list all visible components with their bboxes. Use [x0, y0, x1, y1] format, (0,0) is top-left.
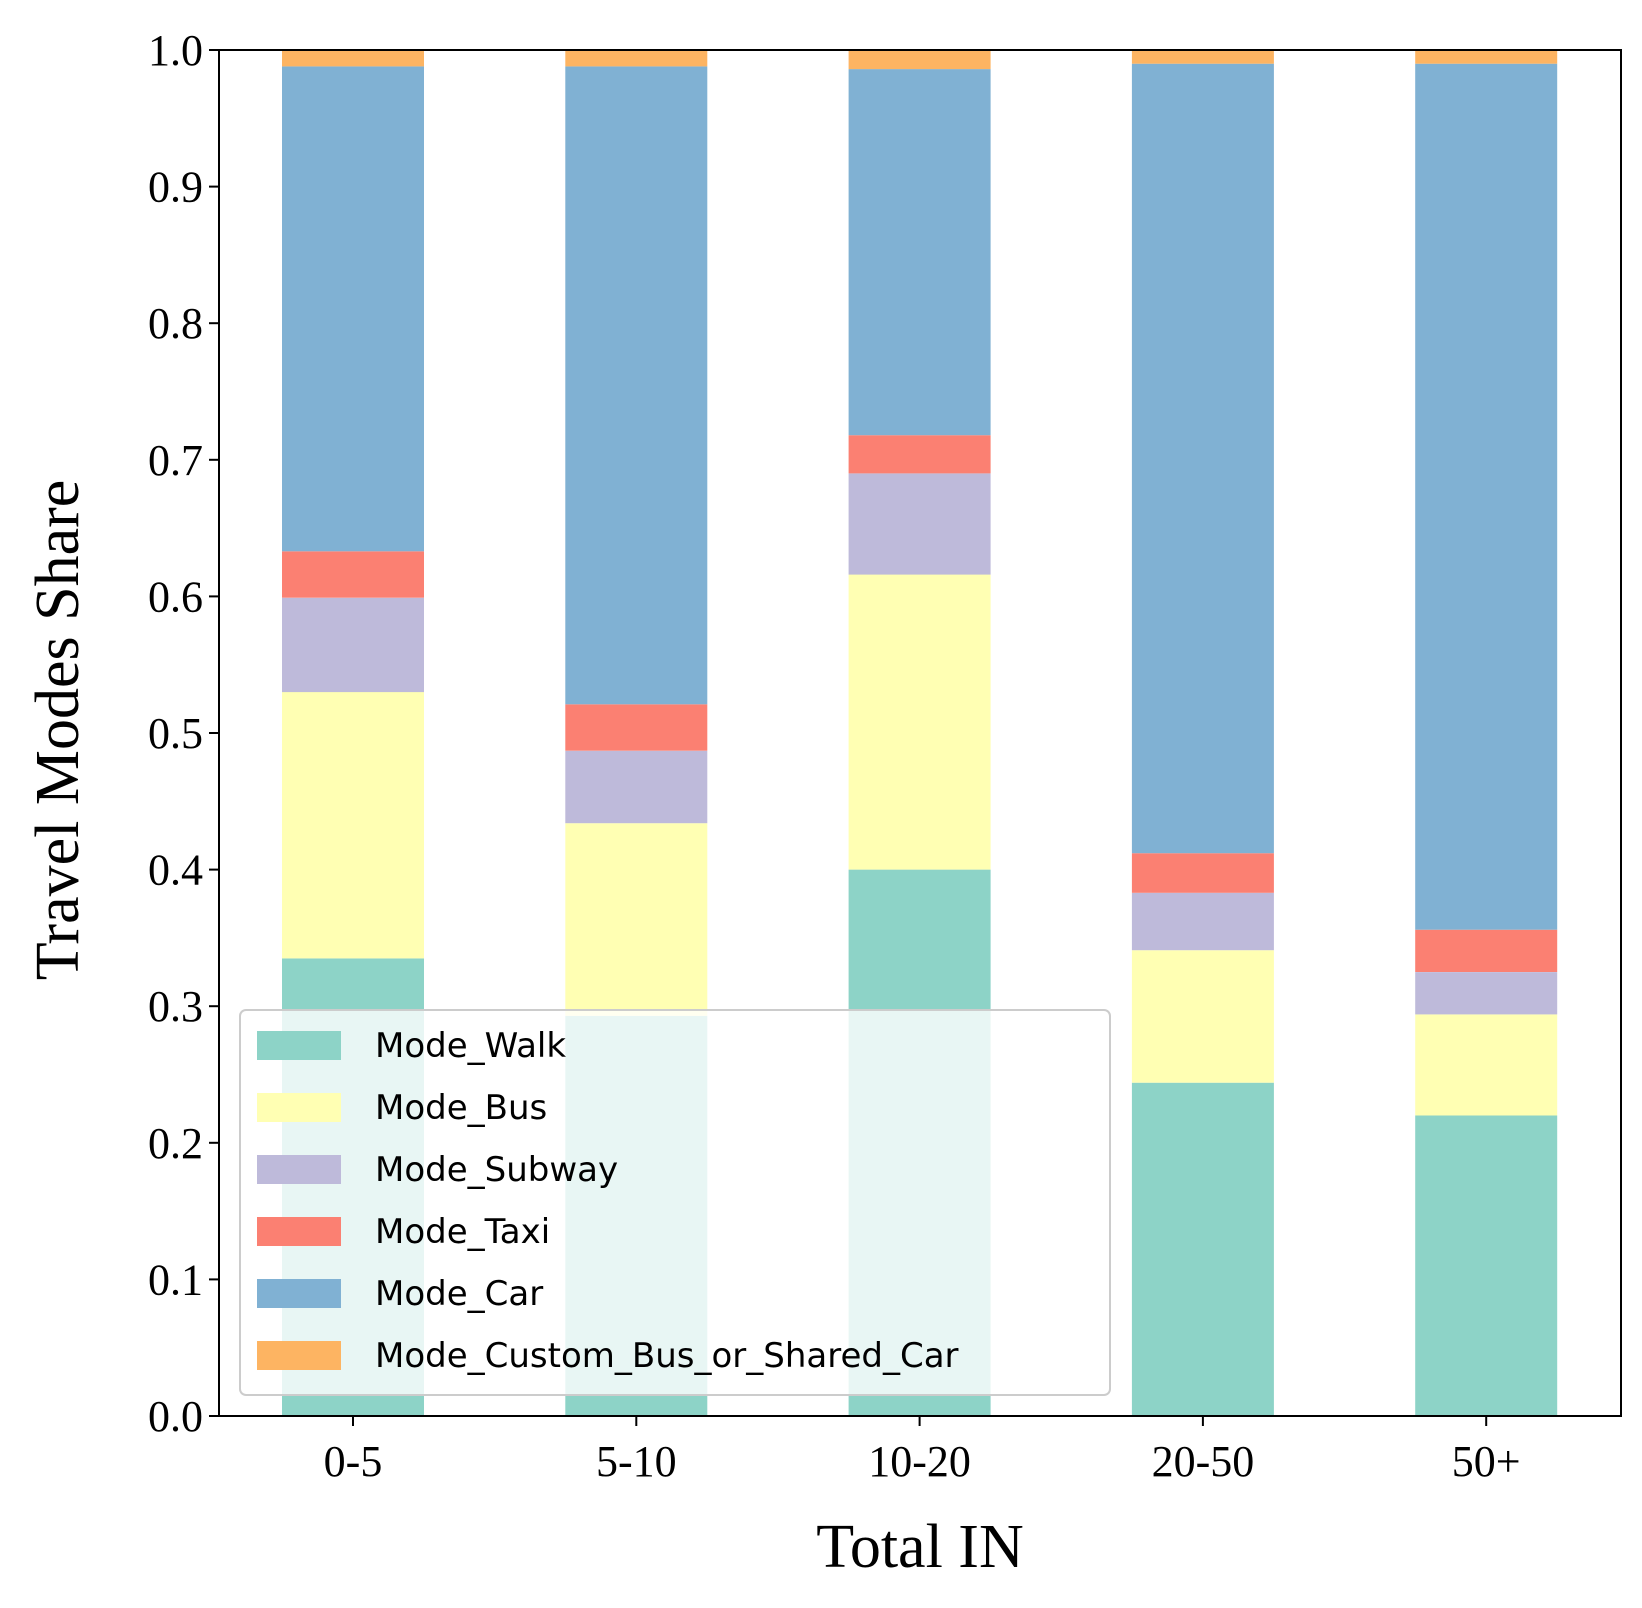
bar-segment-mode-taxi-2 — [848, 435, 991, 474]
x-tick-label: 5-10 — [596, 1437, 677, 1486]
bars-group — [282, 50, 1558, 1416]
legend: Mode_Walk Mode_Bus Mode_Subway Mode_Taxi Mod… — [239, 1009, 1111, 1396]
y-tick-label: 0.2 — [148, 1119, 203, 1168]
x-tick-label: 0-5 — [324, 1437, 383, 1486]
legend-label: Mode_Custom_Bus_or_Shared_Car — [375, 1336, 959, 1376]
bar-segment-mode-subway-1 — [565, 750, 708, 824]
bar-segment-mode-subway-3 — [1131, 892, 1274, 951]
x-tick-label: 10-20 — [868, 1437, 971, 1486]
bar-segment-mode-subway-2 — [848, 473, 991, 575]
bar-segment-mode-taxi-3 — [1131, 853, 1274, 893]
bar-segment-mode-bus-0 — [282, 692, 424, 959]
bar-segment-mode-bus-2 — [848, 574, 991, 870]
bar-segment-mode-walk-3 — [1131, 1082, 1274, 1416]
bar-segment-mode-car-3 — [1131, 63, 1274, 854]
legend-label: Mode_Bus — [375, 1088, 547, 1128]
legend-label: Mode_Subway — [375, 1150, 618, 1190]
x-tick-label: 20-50 — [1152, 1437, 1255, 1486]
bar-segment-mode-taxi-4 — [1415, 929, 1558, 972]
y-tick-label: 0.7 — [148, 436, 203, 485]
bar-segment-mode-taxi-1 — [565, 704, 708, 751]
bar-segment-mode-car-4 — [1415, 63, 1558, 930]
y-tick-label: 0.9 — [148, 163, 203, 212]
bar-segment-mode-car-0 — [282, 66, 424, 552]
legend-swatch — [257, 1279, 341, 1308]
legend-swatch — [257, 1341, 341, 1370]
bar-segment-mode-subway-0 — [282, 597, 424, 693]
bar-segment-mode-bus-4 — [1415, 1014, 1558, 1116]
legend-label: Mode_Car — [375, 1274, 543, 1314]
legend-swatch — [257, 1155, 341, 1184]
bar-segment-mode-custom-bus-or-shared-car-3 — [1131, 50, 1274, 64]
y-tick-label: 0.8 — [148, 299, 203, 348]
bar-segment-mode-custom-bus-or-shared-car-2 — [848, 50, 991, 70]
bar-segment-mode-custom-bus-or-shared-car-1 — [565, 50, 708, 67]
y-tick-label: 0.5 — [148, 709, 203, 758]
y-tick-label: 1.0 — [148, 26, 203, 75]
bar-segment-mode-custom-bus-or-shared-car-0 — [282, 50, 424, 67]
legend-swatch — [257, 1217, 341, 1246]
bar-segment-mode-car-2 — [848, 69, 991, 436]
legend-label: Mode_Taxi — [375, 1212, 550, 1252]
legend-swatch — [257, 1031, 341, 1060]
bar-segment-mode-subway-4 — [1415, 972, 1558, 1015]
legend-box — [239, 1009, 1111, 1396]
ticks-group: 0.0 0.1 0.2 0.3 0.4 0.5 0.6 0.7 0.8 0.9 1.0 0-5 5-10… — [148, 26, 1521, 1486]
bar-segment-mode-walk-4 — [1415, 1115, 1558, 1416]
y-tick-label: 0.6 — [148, 572, 203, 621]
bar-segment-mode-taxi-0 — [282, 551, 424, 598]
legend-label: Mode_Walk — [375, 1026, 566, 1066]
y-tick-label: 0.1 — [148, 1255, 203, 1304]
bar-segment-mode-bus-1 — [565, 823, 708, 1016]
y-tick-label: 0.4 — [148, 846, 203, 895]
legend-swatch — [257, 1093, 341, 1122]
bar-segment-mode-custom-bus-or-shared-car-4 — [1415, 50, 1558, 64]
y-tick-label: 0.0 — [148, 1392, 203, 1441]
y-axis-title: Travel Modes Share — [24, 480, 92, 981]
y-tick-label: 0.3 — [148, 982, 203, 1031]
bar-segment-mode-car-1 — [565, 66, 708, 705]
x-axis-title: Total IN — [816, 1513, 1023, 1581]
x-tick-label: 50+ — [1452, 1437, 1521, 1486]
bar-segment-mode-bus-3 — [1131, 950, 1274, 1083]
